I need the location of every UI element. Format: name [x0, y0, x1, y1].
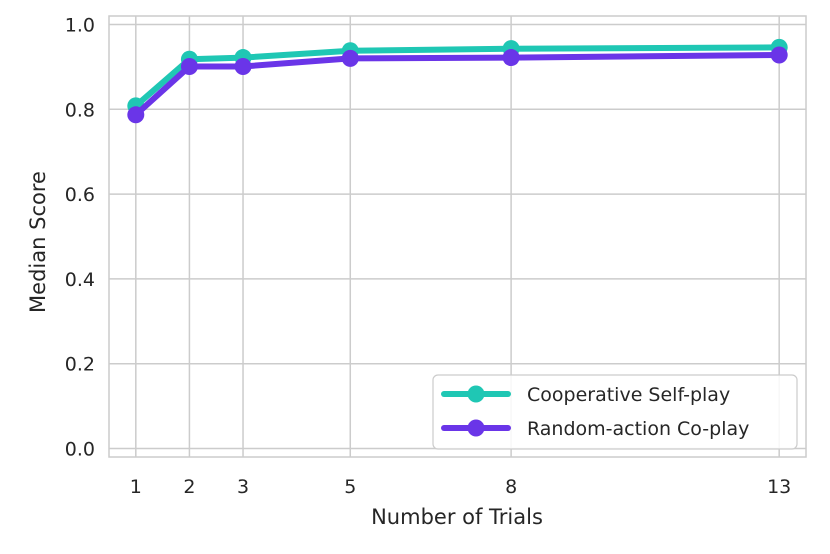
legend-swatch-marker: [467, 385, 485, 403]
y-tick-label: 0.0: [65, 439, 95, 461]
y-tick-label: 0.4: [65, 269, 95, 291]
data-point: [127, 106, 145, 124]
x-tick-label: 1: [130, 476, 142, 498]
legend-label: Random-action Co-play: [527, 418, 749, 440]
x-tick-label: 8: [505, 476, 517, 498]
series-line: [132, 44, 783, 109]
data-point: [341, 49, 359, 67]
data-point: [502, 49, 520, 67]
series-1: [127, 38, 788, 115]
y-tick-label: 0.2: [65, 354, 95, 376]
plot-frame: [108, 15, 807, 458]
series-layer: [127, 38, 788, 124]
y-tick-label: 0.6: [65, 184, 95, 206]
series-line: [132, 52, 783, 118]
y-tick-label: 0.8: [65, 99, 95, 121]
y-tick-label: 1.0: [65, 14, 95, 36]
x-axis-label: Number of Trials: [371, 505, 543, 529]
series-2: [127, 46, 788, 124]
x-tick-label: 13: [767, 476, 791, 498]
legend-swatch-marker: [467, 419, 485, 437]
data-point: [770, 46, 788, 64]
data-point: [180, 57, 198, 75]
legend-box: [432, 374, 798, 450]
legend-label: Cooperative Self-play: [527, 384, 730, 406]
x-tick-label: 2: [183, 476, 195, 498]
legend: Cooperative Self-play Random-action Co-pl…: [432, 374, 798, 450]
grid-lines: [109, 16, 806, 457]
y-axis-label: Median Score: [26, 171, 50, 313]
x-tick-label: 5: [344, 476, 356, 498]
x-tick-label: 3: [237, 476, 249, 498]
data-point: [234, 57, 252, 75]
tick-labels: 1 2 3 5 8 13 0.0 0.2 0.4 0.6 0.8 1.0: [65, 14, 792, 498]
